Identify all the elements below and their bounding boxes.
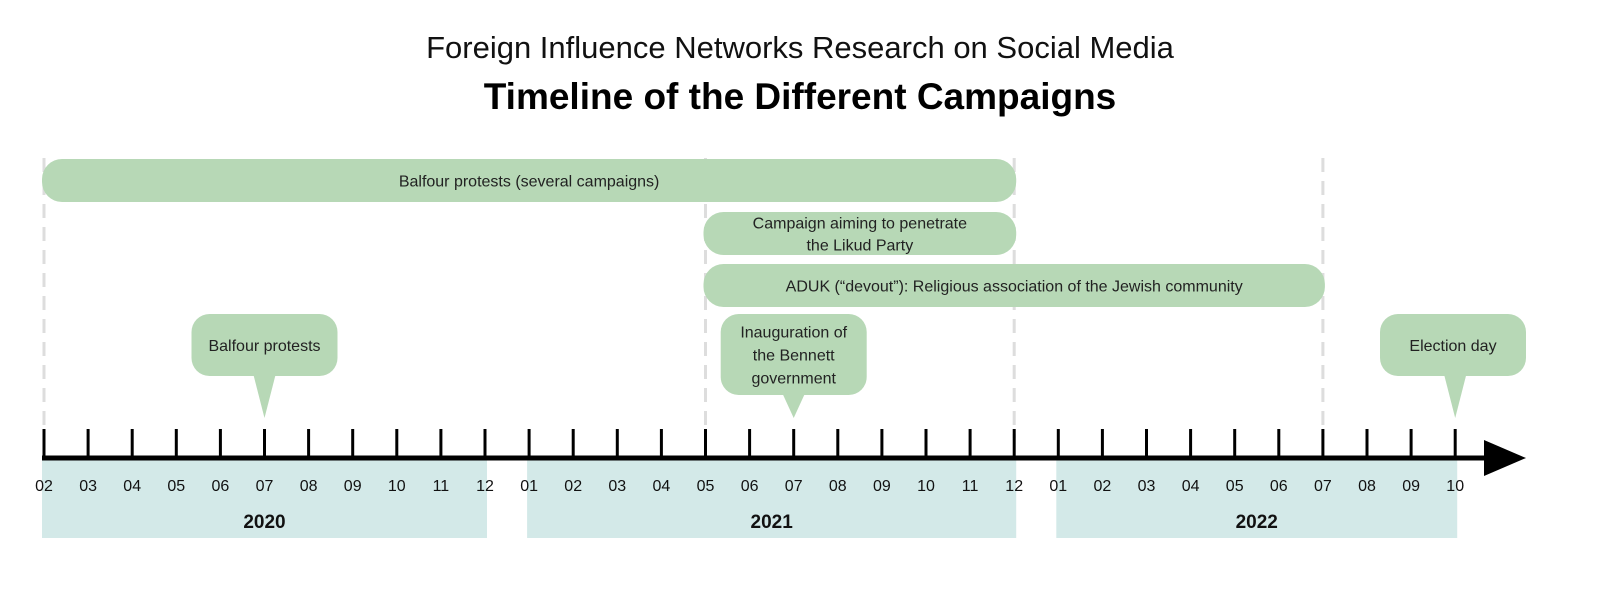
month-label: 06 xyxy=(212,478,230,495)
month-label: 08 xyxy=(1358,478,1376,495)
year-band xyxy=(527,460,1017,538)
campaign-bar xyxy=(703,264,1325,307)
month-label: 04 xyxy=(1182,478,1200,495)
axis-arrowhead xyxy=(1484,440,1526,476)
month-label: 08 xyxy=(829,478,847,495)
month-label: 05 xyxy=(697,478,715,495)
month-label: 10 xyxy=(917,478,935,495)
month-label: 12 xyxy=(476,478,494,495)
campaign-bar xyxy=(703,212,1017,255)
month-label: 07 xyxy=(1314,478,1332,495)
month-label: 10 xyxy=(1446,478,1464,495)
campaign-label: Balfour protests (several campaigns) xyxy=(399,174,660,191)
campaign-bar xyxy=(42,159,1017,202)
event-label: Election day xyxy=(1409,338,1496,355)
month-label: 07 xyxy=(256,478,274,495)
event-label: the Bennett xyxy=(753,348,835,365)
month-label: 06 xyxy=(1270,478,1288,495)
month-label: 09 xyxy=(873,478,891,495)
event-label: Inauguration of xyxy=(740,325,847,342)
page-title: Timeline of the Different Campaigns xyxy=(483,76,1117,117)
year-band xyxy=(42,460,487,538)
event-pointer xyxy=(1444,375,1467,418)
campaign-label: Campaign aiming to penetrate xyxy=(753,216,967,233)
event-label: Balfour protests xyxy=(208,338,320,355)
month-label: 08 xyxy=(300,478,318,495)
event-callout xyxy=(191,314,338,376)
month-label: 10 xyxy=(388,478,406,495)
month-label: 09 xyxy=(344,478,362,495)
campaign-label: the Likud Party xyxy=(806,238,913,255)
month-label: 01 xyxy=(520,478,538,495)
month-label: 05 xyxy=(167,478,185,495)
year-band xyxy=(1056,460,1458,538)
month-label: 04 xyxy=(653,478,671,495)
year-label: 2022 xyxy=(1236,512,1278,533)
month-label: 02 xyxy=(1094,478,1112,495)
month-label: 01 xyxy=(1049,478,1067,495)
month-label: 02 xyxy=(564,478,582,495)
month-label: 11 xyxy=(962,478,979,495)
month-label: 05 xyxy=(1226,478,1244,495)
month-label: 06 xyxy=(741,478,759,495)
month-label: 11 xyxy=(433,478,450,495)
month-label: 03 xyxy=(79,478,97,495)
month-label: 07 xyxy=(785,478,803,495)
event-label: government xyxy=(751,371,836,388)
month-label: 04 xyxy=(123,478,141,495)
subtitle: Foreign Influence Networks Research on S… xyxy=(426,30,1174,65)
month-label: 03 xyxy=(608,478,626,495)
campaign-label: ADUK (“devout”): Religious association o… xyxy=(786,279,1243,296)
month-label: 03 xyxy=(1138,478,1156,495)
year-label: 2021 xyxy=(751,512,794,533)
event-callout xyxy=(1380,314,1526,376)
event-pointer xyxy=(782,394,805,418)
month-label: 09 xyxy=(1402,478,1420,495)
month-label: 02 xyxy=(35,478,53,495)
event-pointer xyxy=(253,375,276,418)
year-label: 2020 xyxy=(243,512,285,533)
event-callout xyxy=(720,314,867,395)
month-label: 12 xyxy=(1005,478,1023,495)
